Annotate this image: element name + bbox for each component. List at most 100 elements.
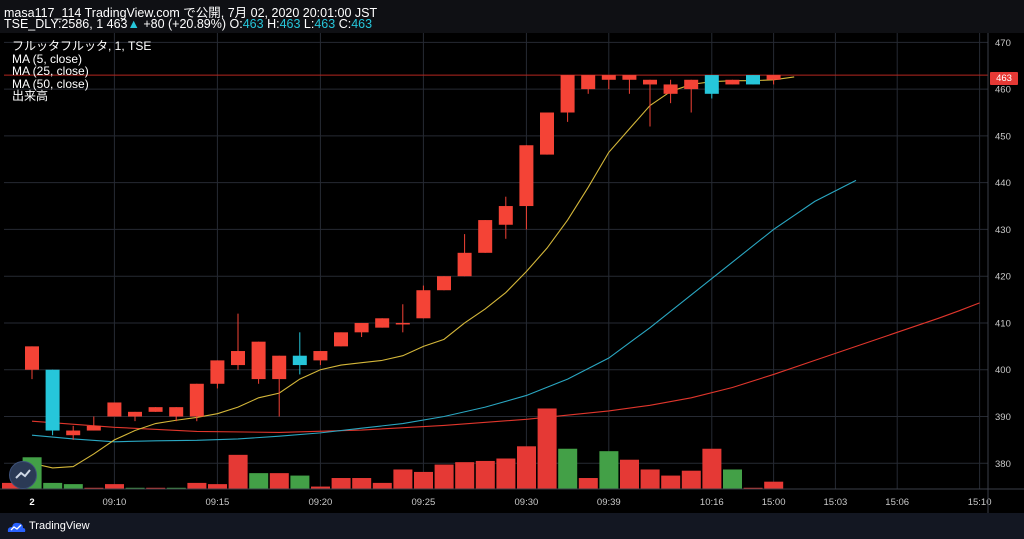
candlestick-chart[interactable]: 380 390 400 410 420 430 440 450 460 470 2 09:10 09:1…	[0, 33, 1024, 513]
time-axis-label: 09:25	[412, 497, 436, 508]
candle	[86, 416, 101, 431]
volume-bar	[599, 451, 619, 489]
volume-bar	[331, 478, 351, 489]
header-bar: masa117_114 TradingView.com で公開, 7月 02, …	[0, 0, 1024, 33]
volume-bar	[455, 462, 475, 489]
candle	[581, 75, 596, 94]
candle	[478, 220, 493, 253]
legend-ma25: MA (25, close)	[12, 64, 89, 78]
candle-body	[519, 145, 534, 207]
candle-body	[457, 252, 472, 277]
scroll-to-realtime-button[interactable]	[9, 461, 37, 489]
publish-info: masa117_114 TradingView.com で公開, 7月 02, …	[4, 6, 378, 20]
candle-body	[622, 75, 637, 80]
candle-body	[375, 318, 390, 328]
candle-body	[169, 407, 184, 417]
volume-bar	[269, 473, 289, 489]
high-value: 463	[279, 17, 301, 31]
low-value: 463	[314, 17, 336, 31]
time-axis-label: 09:10	[103, 497, 127, 508]
volume-bar	[434, 464, 454, 489]
price-axis-label: 400	[995, 365, 1011, 376]
volume-bar	[764, 481, 784, 489]
low-label: L:	[303, 17, 315, 31]
time-axis-label: 10:16	[700, 497, 724, 508]
candle-body	[663, 84, 678, 94]
price-axis-label: 410	[995, 318, 1011, 329]
candle	[313, 351, 328, 366]
volume-bar	[640, 469, 660, 489]
brand-text: TradingView	[29, 520, 90, 532]
tradingview-logo[interactable]: TradingView	[6, 519, 90, 533]
price-axis-label: 390	[995, 412, 1011, 423]
candle-body	[766, 75, 781, 80]
candle-body	[210, 360, 225, 384]
candle	[272, 355, 287, 417]
volume-bar	[702, 448, 722, 489]
ohlc-summary: TSE_DLY:2586, 1 463▲ +80 (+20.89%) O:463…	[4, 17, 372, 31]
open-value: 463	[242, 17, 264, 31]
candle-body	[643, 79, 657, 85]
candle-body	[540, 112, 554, 155]
volume-bar	[290, 475, 310, 489]
candle-body	[416, 290, 431, 319]
candle-body	[231, 351, 245, 366]
time-axis-label: 15:00	[762, 497, 786, 508]
up-triangle-icon: ▲	[127, 17, 140, 31]
volume-bar	[187, 482, 207, 489]
time-axis-label: 09:15	[206, 497, 230, 508]
volume-bar	[166, 487, 186, 489]
legend-volume: 出来高	[12, 89, 49, 103]
volume-bar	[125, 487, 145, 489]
legend-ma5: MA (5, close)	[12, 51, 83, 66]
candle	[622, 75, 637, 94]
volume-bar	[661, 475, 681, 489]
price-axis-label: 430	[995, 225, 1011, 236]
candle	[766, 75, 781, 85]
candle-body	[704, 75, 719, 94]
candle-body	[560, 75, 575, 113]
candle-body	[148, 407, 163, 412]
volume-bar	[84, 487, 104, 489]
candle	[601, 75, 616, 90]
candle-body	[107, 402, 122, 417]
candle-body	[395, 322, 410, 325]
candle	[148, 407, 163, 412]
volume-bar	[723, 469, 742, 489]
candle	[725, 79, 740, 85]
volume-bar	[681, 470, 701, 489]
legend-ma50: MA (50, close)	[12, 76, 89, 91]
volume-bar	[2, 482, 21, 489]
time-axis-label: 09:30	[515, 497, 539, 508]
footer-bar: TradingView	[0, 513, 1024, 539]
candle	[107, 402, 122, 417]
candle-body	[251, 341, 266, 380]
candle-body	[437, 276, 451, 291]
time-axis-label: 2	[29, 497, 34, 508]
price-axis-label: 440	[995, 178, 1011, 189]
candle	[210, 360, 225, 389]
volume-bar	[393, 469, 413, 489]
volume-bar	[743, 487, 763, 489]
candle	[540, 112, 554, 155]
volume-bar	[228, 454, 248, 489]
volume-bar	[517, 446, 536, 489]
candle	[354, 322, 369, 337]
price-axis-label: 450	[995, 131, 1011, 142]
candle	[375, 318, 390, 328]
candle	[231, 313, 245, 370]
candle	[128, 411, 142, 422]
candle	[334, 332, 348, 347]
ma25-line	[31, 179, 857, 443]
open-label: O:	[229, 17, 243, 31]
current-price-tag: 463	[990, 72, 1018, 85]
volume-bar	[43, 482, 63, 489]
candle-body	[272, 355, 287, 380]
candle-body	[86, 425, 101, 431]
candle-body	[128, 411, 142, 417]
legend-symbol: フルッタフルッタ, 1, TSE	[12, 39, 152, 53]
candle	[498, 196, 513, 239]
symbol-interval: TSE_DLY:2586, 1	[4, 17, 104, 31]
candle-body	[334, 332, 348, 347]
candle	[643, 79, 657, 127]
